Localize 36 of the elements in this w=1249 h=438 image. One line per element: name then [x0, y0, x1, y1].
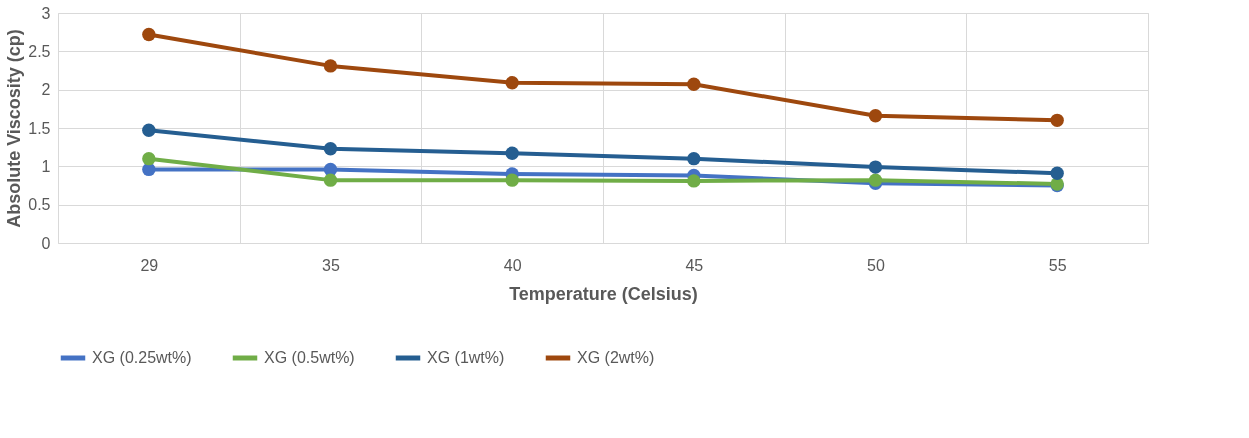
x-tick-label: 50	[867, 256, 885, 274]
point	[323, 162, 338, 177]
legend-label: XG (2wt%)	[577, 349, 655, 366]
y-tick-label: 0	[41, 234, 51, 252]
x-tick-label: 45	[685, 256, 704, 274]
legend-label: XG (0.25wt%)	[92, 349, 192, 366]
point	[323, 59, 338, 73]
point	[142, 27, 156, 42]
point	[1050, 166, 1064, 180]
x-tick-label: 55	[1048, 256, 1067, 274]
y-tick-label: 0.5	[28, 196, 51, 214]
x-tick-label: 40	[503, 256, 522, 274]
x-axis-title: Temperature (Celsius)	[509, 283, 698, 304]
y-tick-label: 3	[41, 4, 51, 22]
point	[505, 76, 519, 90]
point	[323, 173, 338, 187]
point	[142, 151, 156, 166]
point	[1050, 113, 1064, 128]
point	[687, 151, 701, 166]
x-tick-label: 35	[322, 256, 340, 274]
point	[868, 109, 883, 123]
point	[687, 174, 701, 188]
point	[505, 173, 519, 187]
point	[142, 123, 156, 137]
y-tick-label: 1.5	[28, 119, 51, 137]
x-tick-label: 29	[140, 256, 159, 274]
point	[505, 146, 519, 160]
y-axis-title: Absolute Viscosity (cp)	[4, 29, 25, 228]
legend-label: XG (0.5wt%)	[264, 349, 355, 366]
point	[687, 77, 701, 91]
point	[868, 160, 883, 174]
y-tick-label: 2	[41, 81, 51, 99]
y-tick-label: 2.5	[28, 42, 51, 60]
legend-label: XG (1wt%)	[427, 349, 505, 366]
y-tick-label: 1	[41, 157, 51, 175]
point	[323, 142, 338, 156]
